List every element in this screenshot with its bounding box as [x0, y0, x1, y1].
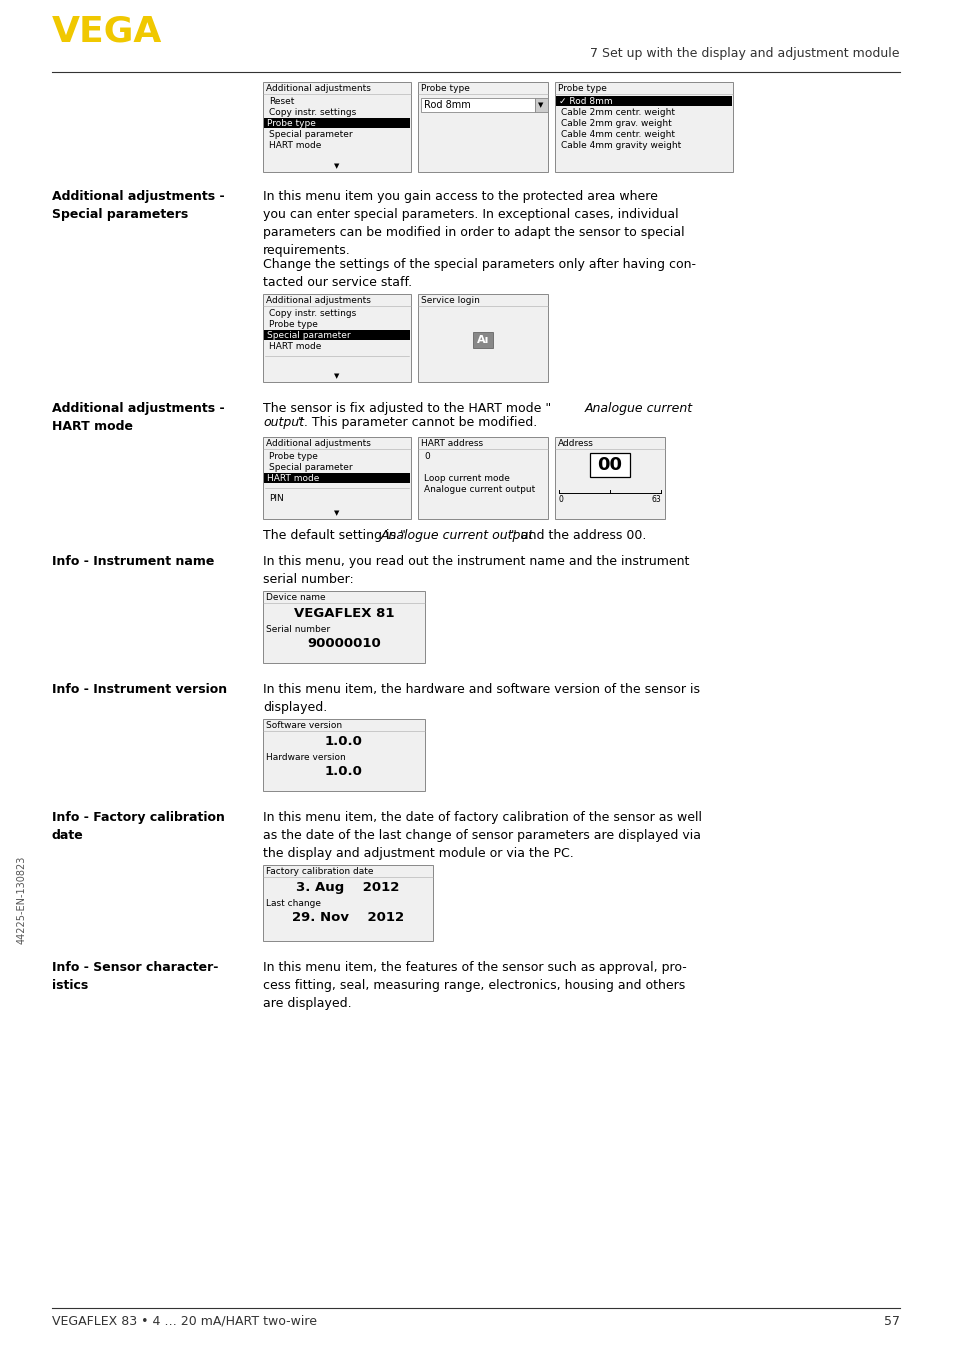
Text: In this menu item you gain access to the protected area where
you can enter spec: In this menu item you gain access to the…: [263, 190, 684, 257]
Bar: [420, 97, 535, 112]
Text: Probe type: Probe type: [267, 119, 315, 129]
Text: In this menu item, the hardware and software version of the sensor is
displayed.: In this menu item, the hardware and soft…: [263, 682, 700, 714]
Text: Special parameter: Special parameter: [269, 130, 353, 139]
Text: PIN: PIN: [269, 494, 283, 502]
Text: Loop current mode: Loop current mode: [423, 474, 509, 483]
Text: Cable 2mm grav. weight: Cable 2mm grav. weight: [560, 119, 671, 129]
Bar: [417, 294, 547, 382]
Text: Probe type: Probe type: [269, 320, 317, 329]
Text: Last change: Last change: [266, 899, 320, 909]
Text: 44225-EN-130823: 44225-EN-130823: [17, 856, 27, 944]
Bar: [263, 719, 424, 791]
Text: ▼: ▼: [334, 372, 339, 379]
Text: Info - Sensor character-
istics: Info - Sensor character- istics: [52, 961, 218, 992]
Text: 7 Set up with the display and adjustment module: 7 Set up with the display and adjustment…: [590, 47, 899, 60]
Text: Serial number: Serial number: [266, 626, 330, 634]
Text: The sensor is fix adjusted to the HART mode ": The sensor is fix adjusted to the HART m…: [263, 402, 551, 414]
Text: Special parameter: Special parameter: [269, 463, 353, 473]
Bar: [264, 473, 410, 483]
Text: VEGAFLEX 83 • 4 … 20 mA/HART two-wire: VEGAFLEX 83 • 4 … 20 mA/HART two-wire: [52, 1315, 316, 1328]
Text: " and the address 00.: " and the address 00.: [511, 529, 646, 542]
Text: HART mode: HART mode: [267, 474, 319, 483]
Text: VEGA: VEGA: [52, 14, 162, 47]
Text: 3. Aug    2012: 3. Aug 2012: [296, 881, 399, 894]
Bar: [555, 437, 664, 519]
Text: Reset: Reset: [269, 97, 294, 106]
Text: HART mode: HART mode: [269, 141, 321, 150]
Text: ▼: ▼: [537, 102, 543, 108]
Text: Additional adjustments: Additional adjustments: [266, 439, 371, 448]
Text: Cable 4mm gravity weight: Cable 4mm gravity weight: [560, 141, 680, 150]
Text: Cable 4mm centr. weight: Cable 4mm centr. weight: [560, 130, 675, 139]
Text: Hardware version: Hardware version: [266, 753, 345, 762]
Text: ▼: ▼: [334, 510, 339, 516]
Bar: [263, 865, 433, 941]
Text: ". This parameter cannot be modified.: ". This parameter cannot be modified.: [297, 416, 537, 429]
Text: 29. Nov    2012: 29. Nov 2012: [292, 911, 404, 923]
Text: Probe type: Probe type: [269, 452, 317, 460]
Text: Special parameter: Special parameter: [267, 330, 351, 340]
Text: HART mode: HART mode: [269, 343, 321, 351]
Text: In this menu item, the date of factory calibration of the sensor as well
as the : In this menu item, the date of factory c…: [263, 811, 701, 860]
Text: Device name: Device name: [266, 593, 325, 603]
Text: Address: Address: [558, 439, 594, 448]
Text: Aı: Aı: [476, 334, 489, 345]
Text: 57: 57: [883, 1315, 899, 1328]
Text: Additional adjustments: Additional adjustments: [266, 297, 371, 305]
Bar: [589, 454, 629, 477]
Bar: [263, 83, 411, 172]
Text: Rod 8mm: Rod 8mm: [423, 100, 470, 110]
Bar: [263, 437, 411, 519]
Bar: [417, 437, 547, 519]
Text: Info - Instrument name: Info - Instrument name: [52, 555, 214, 567]
Text: output: output: [263, 416, 304, 429]
Text: Factory calibration date: Factory calibration date: [266, 867, 374, 876]
Bar: [264, 118, 410, 129]
Text: 0: 0: [558, 496, 563, 504]
Text: Analogue current output: Analogue current output: [380, 529, 534, 542]
Bar: [556, 96, 731, 106]
Bar: [263, 590, 424, 663]
Text: ▼: ▼: [334, 162, 339, 169]
Text: HART address: HART address: [420, 439, 482, 448]
Text: VEGAFLEX 81: VEGAFLEX 81: [294, 607, 394, 620]
Text: Probe type: Probe type: [558, 84, 606, 93]
Text: 1.0.0: 1.0.0: [325, 765, 362, 779]
Text: 0: 0: [423, 452, 429, 460]
Text: 1.0.0: 1.0.0: [325, 735, 362, 747]
Bar: [264, 330, 410, 340]
Bar: [263, 294, 411, 382]
Text: Analogue current output: Analogue current output: [423, 485, 535, 494]
Text: Analogue current: Analogue current: [584, 402, 693, 414]
Text: Service login: Service login: [420, 297, 479, 305]
Text: Copy instr. settings: Copy instr. settings: [269, 108, 355, 116]
Bar: [417, 83, 547, 172]
Text: 90000010: 90000010: [307, 636, 380, 650]
Text: Info - Factory calibration
date: Info - Factory calibration date: [52, 811, 225, 842]
Text: 63: 63: [651, 496, 660, 504]
Text: 00: 00: [597, 456, 622, 474]
Bar: [555, 83, 732, 172]
Text: Additional adjustments: Additional adjustments: [266, 84, 371, 93]
Bar: [473, 332, 493, 348]
Text: Probe type: Probe type: [420, 84, 470, 93]
Text: Software version: Software version: [266, 720, 342, 730]
Text: Additional adjustments -
Special parameters: Additional adjustments - Special paramet…: [52, 190, 224, 221]
Text: In this menu item, the features of the sensor such as approval, pro-
cess fittin: In this menu item, the features of the s…: [263, 961, 686, 1010]
Text: Cable 2mm centr. weight: Cable 2mm centr. weight: [560, 108, 675, 116]
Text: Change the settings of the special parameters only after having con-
tacted our : Change the settings of the special param…: [263, 259, 696, 288]
Text: Copy instr. settings: Copy instr. settings: [269, 309, 355, 318]
Text: Additional adjustments -
HART mode: Additional adjustments - HART mode: [52, 402, 224, 433]
Bar: [535, 97, 547, 112]
Text: The default setting is ": The default setting is ": [263, 529, 405, 542]
Text: ✓ Rod 8mm: ✓ Rod 8mm: [558, 97, 612, 106]
Text: Info - Instrument version: Info - Instrument version: [52, 682, 227, 696]
Text: In this menu, you read out the instrument name and the instrument
serial number:: In this menu, you read out the instrumen…: [263, 555, 689, 586]
